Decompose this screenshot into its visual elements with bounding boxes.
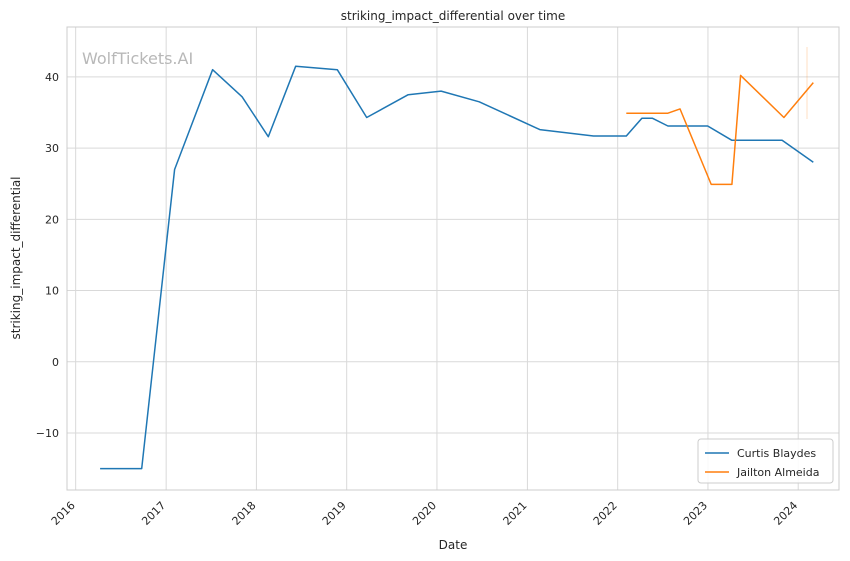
legend-label-jailton-almeida: Jailton Almeida (736, 466, 819, 479)
y-tick-label: 40 (45, 71, 59, 84)
plot-frame (66, 26, 840, 491)
x-tick-label: 2023 (681, 499, 710, 528)
y-tick-label: 20 (45, 213, 59, 226)
x-axis-label: Date (439, 538, 468, 552)
y-axis-ticks: −10 0 10 20 30 40 (36, 71, 59, 440)
x-axis-ticks: 2016 2017 2018 2019 2020 2021 2022 2023 2024 (49, 499, 801, 528)
y-axis-label: striking_impact_differential (9, 176, 23, 339)
chart-title: striking_impact_differential over time (341, 9, 566, 23)
y-tick-label: 30 (45, 142, 59, 155)
x-tick-label: 2016 (49, 499, 78, 528)
y-tick-label: −10 (36, 427, 59, 440)
x-tick-label: 2019 (320, 499, 349, 528)
x-tick-label: 2017 (139, 499, 168, 528)
series-line-jailton-almeida (626, 74, 814, 186)
series-layer (100, 65, 814, 470)
y-tick-label: 0 (52, 356, 59, 369)
plot-area (67, 27, 839, 490)
legend-box (697, 438, 834, 484)
watermark: WolfTickets.AI (82, 49, 193, 68)
x-tick-label: 2020 (410, 499, 439, 528)
x-tick-label: 2024 (771, 499, 800, 528)
grid (67, 27, 839, 490)
x-tick-label: 2022 (591, 499, 620, 528)
legend-label-curtis-blaydes: Curtis Blaydes (737, 447, 816, 460)
x-tick-label: 2018 (230, 499, 259, 528)
legend: Curtis Blaydes Jailton Almeida (697, 438, 834, 484)
y-tick-label: 10 (45, 285, 59, 298)
x-tick-label: 2021 (501, 499, 530, 528)
